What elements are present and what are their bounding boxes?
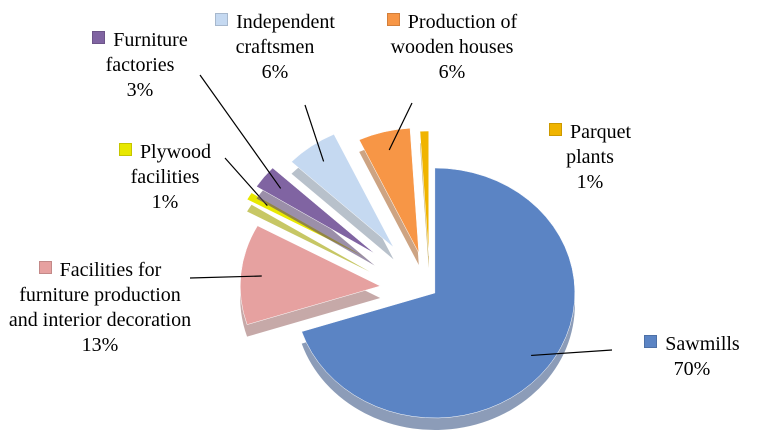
value-label: 70% xyxy=(673,358,711,380)
category-text: Plywood facilities xyxy=(130,141,212,188)
category-label: Sawmills xyxy=(612,332,772,357)
legend-swatch xyxy=(92,31,106,44)
value-label: 1% xyxy=(576,171,604,193)
leader-line xyxy=(199,74,282,189)
category-label: Parquet plants xyxy=(530,120,650,170)
legend-swatch xyxy=(118,143,132,156)
slice-label: Parquet plants 1% xyxy=(530,120,650,195)
legend-swatch xyxy=(215,13,229,26)
value-label: 13% xyxy=(81,334,119,356)
category-label: Plywood facilities xyxy=(95,140,235,190)
legend-swatch xyxy=(38,261,52,274)
category-text: Sawmills xyxy=(665,333,740,355)
slice-label: Plywood facilities 1% xyxy=(95,140,235,215)
value-label: 6% xyxy=(438,61,466,83)
category-label: Furniture factories xyxy=(65,28,215,78)
slice-label: Production of wooden houses 6% xyxy=(372,10,532,85)
slice xyxy=(358,127,420,254)
slice xyxy=(301,167,576,419)
category-label: Facilities for furniture production and … xyxy=(5,258,195,333)
category-text: Independent craftsmen xyxy=(235,11,335,58)
leader-line xyxy=(189,275,262,279)
leader-line xyxy=(531,349,613,357)
slice xyxy=(291,133,394,248)
slice xyxy=(256,167,375,254)
leader-line xyxy=(304,104,325,162)
legend-swatch xyxy=(644,335,658,348)
category-label: Production of wooden houses xyxy=(372,10,532,60)
slice xyxy=(240,225,381,325)
category-text: Production of wooden houses xyxy=(390,11,518,58)
slice-label: Independent craftsmen 6% xyxy=(195,10,355,85)
slice-label: Sawmills 70% xyxy=(612,332,772,382)
category-text: Parquet plants xyxy=(566,121,632,168)
slice-depth xyxy=(247,204,370,272)
slice-label: Furniture factories 3% xyxy=(65,28,215,103)
value-label: 1% xyxy=(151,191,179,213)
leader-line xyxy=(388,102,413,151)
category-label: Independent craftsmen xyxy=(195,10,355,60)
category-text: Facilities for furniture production and … xyxy=(8,259,192,331)
value-label: 3% xyxy=(126,79,154,101)
value-label: 6% xyxy=(261,61,289,83)
slice xyxy=(419,130,429,257)
slice-label: Facilities for furniture production and … xyxy=(5,258,195,358)
category-text: Furniture factories xyxy=(105,29,188,76)
legend-swatch xyxy=(548,123,562,136)
legend-swatch xyxy=(386,13,400,26)
